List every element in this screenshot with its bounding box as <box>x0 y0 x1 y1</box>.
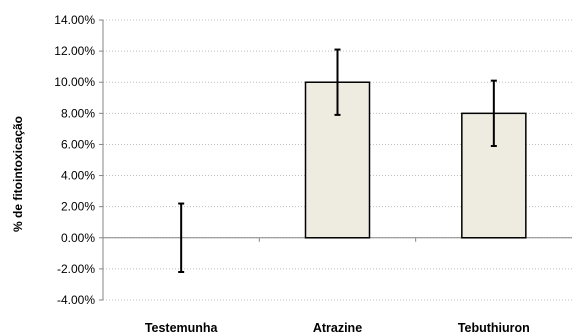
y-tick-label: 12.00% <box>54 44 95 58</box>
y-tick-label: 8.00% <box>61 106 95 120</box>
y-tick-label: 6.00% <box>61 137 95 151</box>
category-labels: Testemunha Atrazine Tebuthiuron <box>145 321 530 335</box>
bars <box>304 81 527 239</box>
y-tick-label: -4.00% <box>57 293 95 307</box>
y-tick-labels: 14.00% 12.00% 10.00% 8.00% 6.00% 4.00% 2.00% 0.… <box>54 13 95 307</box>
y-axis-title: % de fitointoxicação <box>11 116 25 232</box>
y-tick-label: 14.00% <box>54 13 95 27</box>
category-label: Testemunha <box>145 321 219 335</box>
y-tick-label: 0.00% <box>61 231 95 245</box>
error-bar-tebuthiuron <box>490 79 497 147</box>
y-tick-label: 4.00% <box>61 169 95 183</box>
error-bars <box>178 48 497 273</box>
y-tick-label: 10.00% <box>54 75 95 89</box>
error-bar-atrazine <box>334 48 341 116</box>
category-label: Atrazine <box>313 321 362 335</box>
y-tick-label: -2.00% <box>57 262 95 276</box>
category-label: Tebuthiuron <box>458 321 530 335</box>
y-tick-label: 2.00% <box>61 200 95 214</box>
error-bar-testemunha <box>178 202 185 273</box>
